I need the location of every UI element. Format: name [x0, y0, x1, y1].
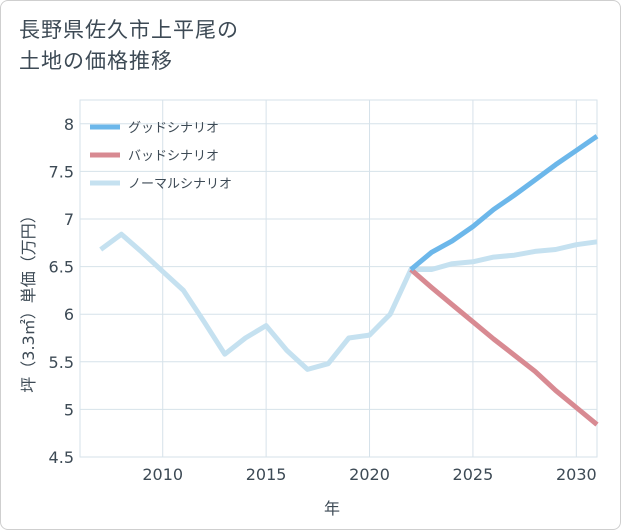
x-axis-ticks: 2010 2015 2020 2025 2030: [142, 465, 596, 484]
legend-label: グッドシナリオ: [128, 121, 219, 136]
x-tick-label: 2030: [556, 465, 597, 484]
y-tick-label: 5: [64, 400, 74, 419]
series-lines: [99, 134, 599, 427]
chart-title: 長野県佐久市上平尾の 土地の価格推移: [19, 15, 239, 77]
y-tick-label: 7: [64, 210, 74, 229]
y-tick-label: 6.5: [49, 258, 74, 277]
x-axis-label: 年: [324, 499, 340, 518]
y-tick-label: 8: [64, 115, 74, 134]
y-tick-label: 5.5: [49, 353, 74, 372]
legend-label: ノーマルシナリオ: [128, 177, 232, 192]
series-line-グッドシナリオ: [409, 134, 599, 272]
y-tick-label: 6: [64, 305, 74, 324]
x-tick-label: 2015: [246, 465, 287, 484]
y-axis-ticks: 4.5 5 5.5 6 6.5 7 7.5 8: [49, 115, 74, 467]
legend-label: バッドシナリオ: [128, 149, 219, 164]
series-line-バッドシナリオ: [409, 267, 599, 427]
x-tick-label: 2025: [453, 465, 494, 484]
grid-lines: [79, 99, 598, 458]
y-axis-label: 坪（3.3㎡）単価（万円）: [19, 207, 38, 392]
x-tick-label: 2020: [349, 465, 390, 484]
y-tick-label: 4.5: [49, 448, 74, 467]
x-tick-label: 2010: [142, 465, 183, 484]
y-tick-label: 7.5: [49, 162, 74, 181]
series-line-ノーマルシナリオ: [99, 231, 598, 372]
chart-title-line1: 長野県佐久市上平尾の: [19, 18, 239, 42]
chart-title-line2: 土地の価格推移: [19, 49, 173, 73]
